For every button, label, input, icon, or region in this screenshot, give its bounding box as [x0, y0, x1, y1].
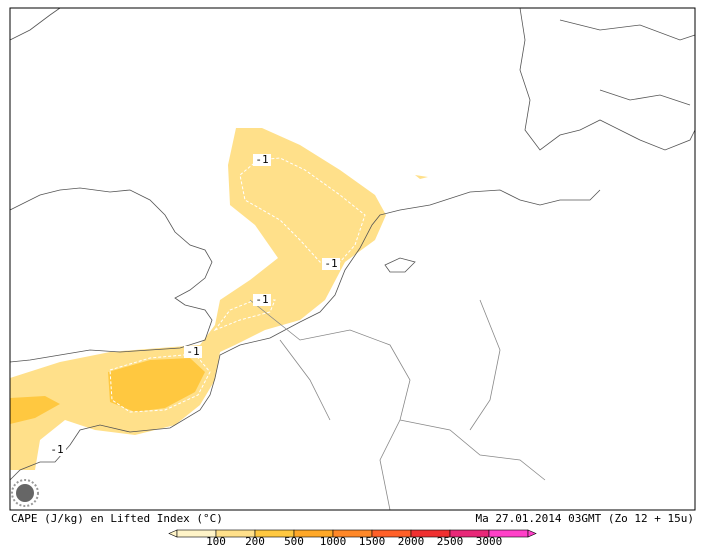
cape-field — [10, 128, 428, 470]
legend-label: 100 — [206, 535, 226, 546]
contour-label-box — [48, 444, 66, 456]
coastline — [9, 189, 601, 481]
legend-label: 3000 — [476, 535, 503, 546]
contour-label: -1 — [255, 293, 268, 306]
legend-label: 2000 — [398, 535, 425, 546]
legend-label: 500 — [284, 535, 304, 546]
contour-label-box — [322, 258, 340, 270]
footer-date: Ma 27.01.2014 03GMT (Zo 12 + 15u) — [475, 512, 694, 525]
logo-rays — [11, 479, 39, 507]
logo-sun — [16, 484, 34, 502]
contour-label: -1 — [50, 443, 63, 456]
cape-100-region — [10, 128, 386, 470]
legend-arrow-right — [527, 529, 537, 538]
coastline — [9, 7, 213, 363]
legend-label: 200 — [245, 535, 265, 546]
contour-label-box — [184, 346, 202, 358]
contour-label: -1 — [324, 257, 337, 270]
contour-label: -1 — [186, 345, 199, 358]
legend-label: 2500 — [437, 535, 464, 546]
logo — [11, 479, 39, 507]
cape-200-region — [10, 396, 60, 424]
contour-label-box — [253, 154, 271, 166]
color-legend: 100 200 500 1000 1500 2000 2500 3000 — [168, 529, 537, 546]
contour-label: -1 — [255, 153, 268, 166]
contour-line — [213, 299, 276, 332]
contour-label-box — [253, 294, 271, 306]
legend-label: 1000 — [320, 535, 347, 546]
border — [249, 299, 546, 511]
cape-100-region — [415, 175, 428, 179]
contour-line — [109, 353, 211, 413]
footer-title: CAPE (J/kg) en Lifted Index (°C) — [11, 512, 223, 525]
cape-200-region — [108, 358, 205, 412]
legend-label: 1500 — [359, 535, 386, 546]
coastline — [384, 7, 696, 273]
contour-labels: -1 -1 -1 -1 -1 — [48, 153, 340, 456]
map-frame — [9, 7, 696, 511]
coastlines — [9, 7, 696, 511]
